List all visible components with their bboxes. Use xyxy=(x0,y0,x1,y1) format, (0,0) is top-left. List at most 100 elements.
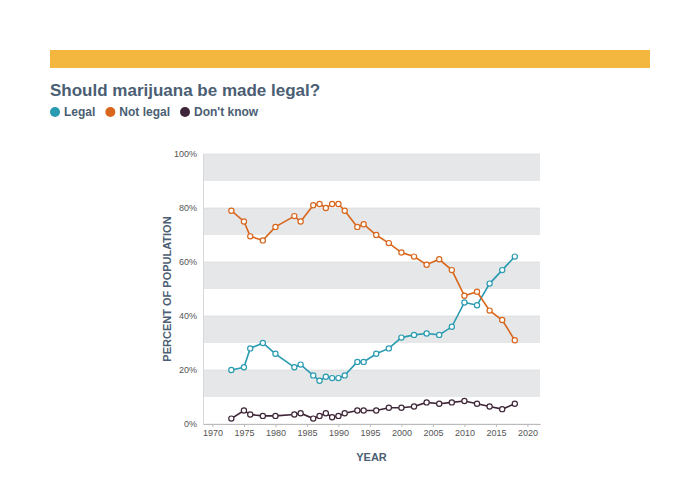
series-marker xyxy=(229,208,234,213)
series-marker xyxy=(437,332,442,337)
series-marker xyxy=(437,401,442,406)
y-tick-label: 60% xyxy=(179,257,197,267)
series-marker xyxy=(399,335,404,340)
x-tick: 2015 xyxy=(486,424,506,438)
series-marker xyxy=(487,404,492,409)
series-marker xyxy=(323,374,328,379)
legend-swatch xyxy=(105,107,115,117)
x-tick: 2020 xyxy=(518,424,538,438)
series-marker xyxy=(330,376,335,381)
grid-band xyxy=(203,262,540,289)
series-marker xyxy=(374,351,379,356)
series-marker xyxy=(411,332,416,337)
series-marker xyxy=(500,268,505,273)
x-axis-title: YEAR xyxy=(356,451,387,463)
series-marker xyxy=(424,331,429,336)
series-marker xyxy=(386,241,391,246)
series-marker xyxy=(374,408,379,413)
x-tick-mark xyxy=(464,424,465,427)
header-bar xyxy=(50,50,650,68)
series-marker xyxy=(317,413,322,418)
legend-label: Not legal xyxy=(119,105,170,119)
series-marker xyxy=(487,308,492,313)
x-tick-mark xyxy=(275,424,276,427)
x-tick: 1985 xyxy=(297,424,317,438)
series-marker xyxy=(248,234,253,239)
series-marker xyxy=(342,373,347,378)
x-tick-mark xyxy=(307,424,308,427)
series-line xyxy=(231,204,514,340)
series-marker xyxy=(330,201,335,206)
series-marker xyxy=(260,340,265,345)
series-marker xyxy=(487,281,492,286)
series-marker xyxy=(273,351,278,356)
grid-line xyxy=(203,370,540,371)
series-marker xyxy=(298,219,303,224)
x-tick-label: 1985 xyxy=(297,428,317,438)
legend-label: Legal xyxy=(64,105,95,119)
series-marker xyxy=(260,413,265,418)
plot-area xyxy=(229,201,518,421)
series-marker xyxy=(260,238,265,243)
x-tick: 1980 xyxy=(266,424,286,438)
chart-container: Should marijuana be made legal? Legal Not … xyxy=(0,0,700,500)
series-marker xyxy=(424,400,429,405)
series-marker xyxy=(298,362,303,367)
x-axis: 1970197519801985199019952000200520102015… xyxy=(203,424,541,438)
y-tick: 40% xyxy=(179,311,203,321)
title: Should marijuana be made legal? xyxy=(50,81,320,100)
legend: LegalNot legalDon't know xyxy=(50,105,259,119)
grid-band xyxy=(203,370,540,397)
grid-line xyxy=(203,154,540,155)
series-marker xyxy=(361,222,366,227)
series-marker xyxy=(317,201,322,206)
y-tick-label: 80% xyxy=(179,203,197,213)
series-marker xyxy=(399,250,404,255)
chart-svg: Should marijuana be made legal? Legal Not … xyxy=(0,0,700,500)
x-tick-label: 2000 xyxy=(392,428,412,438)
series-marker xyxy=(248,346,253,351)
x-tick-mark xyxy=(433,424,434,427)
x-tick-label: 2015 xyxy=(486,428,506,438)
background xyxy=(0,0,700,500)
series-marker xyxy=(292,214,297,219)
x-tick: 2005 xyxy=(423,424,443,438)
y-axis-title: PERCENT OF POPULATION xyxy=(161,216,173,361)
grid-line xyxy=(203,208,540,209)
series-marker xyxy=(229,367,234,372)
series-marker xyxy=(474,303,479,308)
series-marker xyxy=(474,401,479,406)
series-marker xyxy=(317,378,322,383)
x-tick-mark xyxy=(244,424,245,427)
x-tick-mark xyxy=(527,424,528,427)
series-marker xyxy=(241,408,246,413)
series-marker xyxy=(361,359,366,364)
grid-band xyxy=(203,316,540,343)
series-marker xyxy=(292,412,297,417)
grid xyxy=(203,154,540,424)
series-marker xyxy=(424,262,429,267)
x-tick-label: 2010 xyxy=(455,428,475,438)
x-tick-mark xyxy=(370,424,371,427)
series-marker xyxy=(462,300,467,305)
x-tick-label: 1990 xyxy=(329,428,349,438)
x-tick: 2010 xyxy=(455,424,475,438)
x-tick: 1995 xyxy=(360,424,380,438)
y-axis: 0%20%40%60%80%100% xyxy=(174,149,204,429)
x-tick: 1970 xyxy=(203,424,223,438)
series-marker xyxy=(336,376,341,381)
series-marker xyxy=(399,405,404,410)
grid-line xyxy=(203,262,540,263)
x-tick: 2000 xyxy=(392,424,412,438)
series-marker xyxy=(374,232,379,237)
x-tick-label: 2020 xyxy=(518,428,538,438)
series-marker xyxy=(330,415,335,420)
x-tick-mark xyxy=(401,424,402,427)
y-tick: 0% xyxy=(184,419,203,429)
series-marker xyxy=(273,224,278,229)
x-axis-line xyxy=(204,424,541,425)
series-marker xyxy=(411,404,416,409)
series-marker xyxy=(386,346,391,351)
series-marker xyxy=(336,413,341,418)
y-tick-label: 40% xyxy=(179,311,197,321)
